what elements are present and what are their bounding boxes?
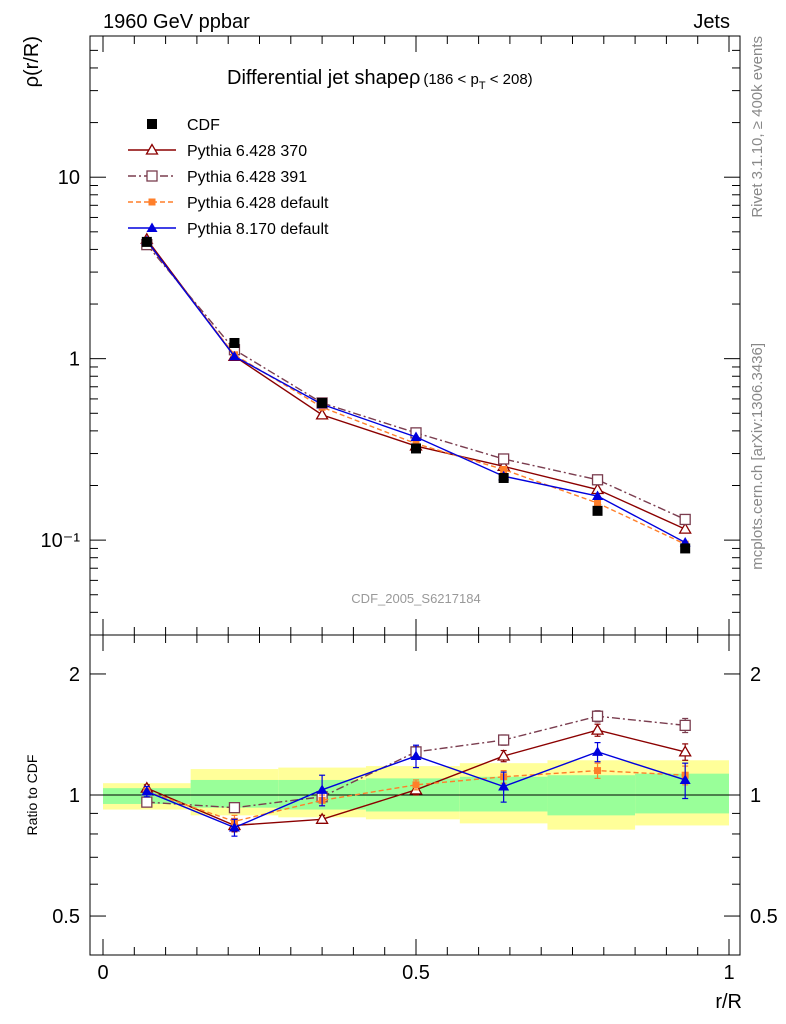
x-axis-ticks: 0 0.5 1	[97, 635, 735, 984]
data-point-pythia-6-428-default	[594, 499, 602, 507]
title-main: Differential jet shapeρ	[227, 67, 420, 89]
analysis-watermark: CDF_2005_S6217184	[351, 591, 480, 606]
y-tick-label: 10⁻¹	[41, 530, 81, 552]
ratio-y-axis-label: Ratio to CDF	[24, 755, 40, 836]
top-panel: 10 1 10⁻¹ ρ(r/R) Differential jet shapeρ (1…	[21, 35, 741, 636]
top-axis-ticks: 10 1 10⁻¹	[41, 35, 740, 636]
legend-marker-pythia-6-428-370	[145, 143, 159, 155]
ratio-point-pythia-6-428-391	[591, 710, 604, 722]
ratio-panel: 2 21 10.5 0.5 Ratio to CDF 0 0.5 1 r/R	[24, 634, 778, 1013]
title-pt-close: < 208)	[486, 71, 533, 88]
data-point-pythia-6-428-391	[497, 453, 510, 465]
x-axis-label: r/R	[715, 991, 742, 1013]
x-tick-label: 1	[723, 962, 734, 984]
data-point-cdf	[592, 505, 603, 516]
ratio-point-pythia-8-170-default	[141, 786, 153, 796]
legend-marker-pythia-6-428-default	[148, 198, 156, 206]
x-tick-label: 0.5	[402, 962, 430, 984]
ratio-tick-label-left: 1	[69, 785, 80, 807]
series-line-pythia-6-428-default	[146, 241, 686, 545]
legend-label-pythia-6-428-391: Pythia 6.428 391	[187, 169, 307, 186]
data-point-cdf	[141, 236, 152, 247]
ratio-point-pythia-8-170-default	[228, 822, 240, 832]
ratio-point-pythia-8-170-default	[592, 746, 604, 756]
process-label: 1960 GeV ppbar	[103, 11, 250, 33]
rivet-version-label: Rivet 3.1.10, ≥ 400k events	[749, 36, 766, 218]
data-point-pythia-6-428-default	[500, 466, 508, 474]
ratio-point-pythia-6-428-370	[590, 723, 605, 735]
data-point-pythia-6-428-391	[591, 474, 604, 486]
title-pt-sub: T	[479, 80, 486, 92]
ratio-point-pythia-8-170-default	[679, 774, 691, 784]
ratio-tick-label-right: 1	[750, 785, 761, 807]
series-line-pythia-6-428-370	[146, 238, 686, 530]
series-line-pythia-8-170-default	[146, 240, 686, 544]
ratio-point-pythia-6-428-370	[497, 749, 511, 761]
ratio-tick-label-right: 0.5	[750, 906, 778, 928]
chart-title: Differential jet shapeρ (186 < pT < 208)	[227, 67, 533, 92]
data-point-pythia-8-170-default	[228, 350, 240, 361]
data-point-cdf	[680, 543, 691, 554]
legend: CDF Pythia 6.428 370 Pythia 6.428 391 Pythi…	[128, 117, 329, 238]
ratio-series-layer	[140, 710, 692, 837]
mcplots-label: mcplots.cern.ch [arXiv:1306.3436]	[749, 343, 766, 570]
ratio-tick-label-right: 2	[750, 664, 761, 686]
title-pt-open: (186 < p	[423, 71, 478, 88]
y-axis-label: ρ(r/R)	[21, 36, 43, 87]
y-tick-label: 1	[69, 349, 80, 371]
top-series-layer	[140, 232, 692, 554]
data-point-pythia-8-170-default	[410, 431, 422, 442]
data-point-pythia-6-428-370	[678, 522, 692, 534]
ratio-point-pythia-6-428-370	[315, 812, 329, 824]
data-point-pythia-6-428-391	[679, 513, 691, 526]
ratio-tick-label-left: 0.5	[52, 906, 80, 928]
data-point-cdf	[411, 443, 421, 454]
ratio-axis-ticks: 2 2 1 1 0.5 0.5	[52, 664, 778, 928]
ratio-point-pythia-8-170-default	[410, 750, 422, 761]
data-point-pythia-8-170-default	[592, 490, 604, 501]
data-point-cdf	[317, 397, 328, 408]
series-line-pythia-6-428-391	[146, 244, 686, 521]
ratio-point-pythia-6-428-391	[497, 734, 510, 746]
y-tick-label: 10	[58, 167, 80, 189]
ratio-point-pythia-6-428-default	[412, 781, 420, 789]
ratio-point-pythia-8-170-default	[316, 784, 328, 794]
legend-marker-pythia-8-170-default	[146, 222, 158, 232]
legend-label-pythia-6-428-default: Pythia 6.428 default	[187, 195, 329, 212]
ratio-tick-label-left: 2	[69, 664, 80, 686]
legend-label-cdf: CDF	[187, 117, 220, 134]
jets-label: Jets	[693, 11, 730, 33]
ratio-point-pythia-6-428-default	[594, 767, 602, 775]
legend-label-pythia-8-170-default: Pythia 8.170 default	[187, 221, 329, 238]
x-tick-label: 0	[97, 962, 108, 984]
legend-marker-cdf	[147, 119, 157, 129]
ratio-point-pythia-6-428-370	[678, 745, 692, 757]
data-point-pythia-6-428-370	[315, 408, 329, 420]
ratio-point-pythia-6-428-391	[679, 719, 691, 732]
data-point-cdf	[498, 472, 509, 483]
ratio-point-pythia-8-170-default	[498, 780, 510, 791]
data-point-cdf	[229, 337, 240, 348]
legend-marker-pythia-6-428-391	[146, 170, 158, 182]
ratio-point-pythia-6-428-391	[141, 796, 153, 808]
ratio-point-pythia-6-428-391	[228, 802, 241, 814]
legend-label-pythia-6-428-370: Pythia 6.428 370	[187, 143, 307, 160]
